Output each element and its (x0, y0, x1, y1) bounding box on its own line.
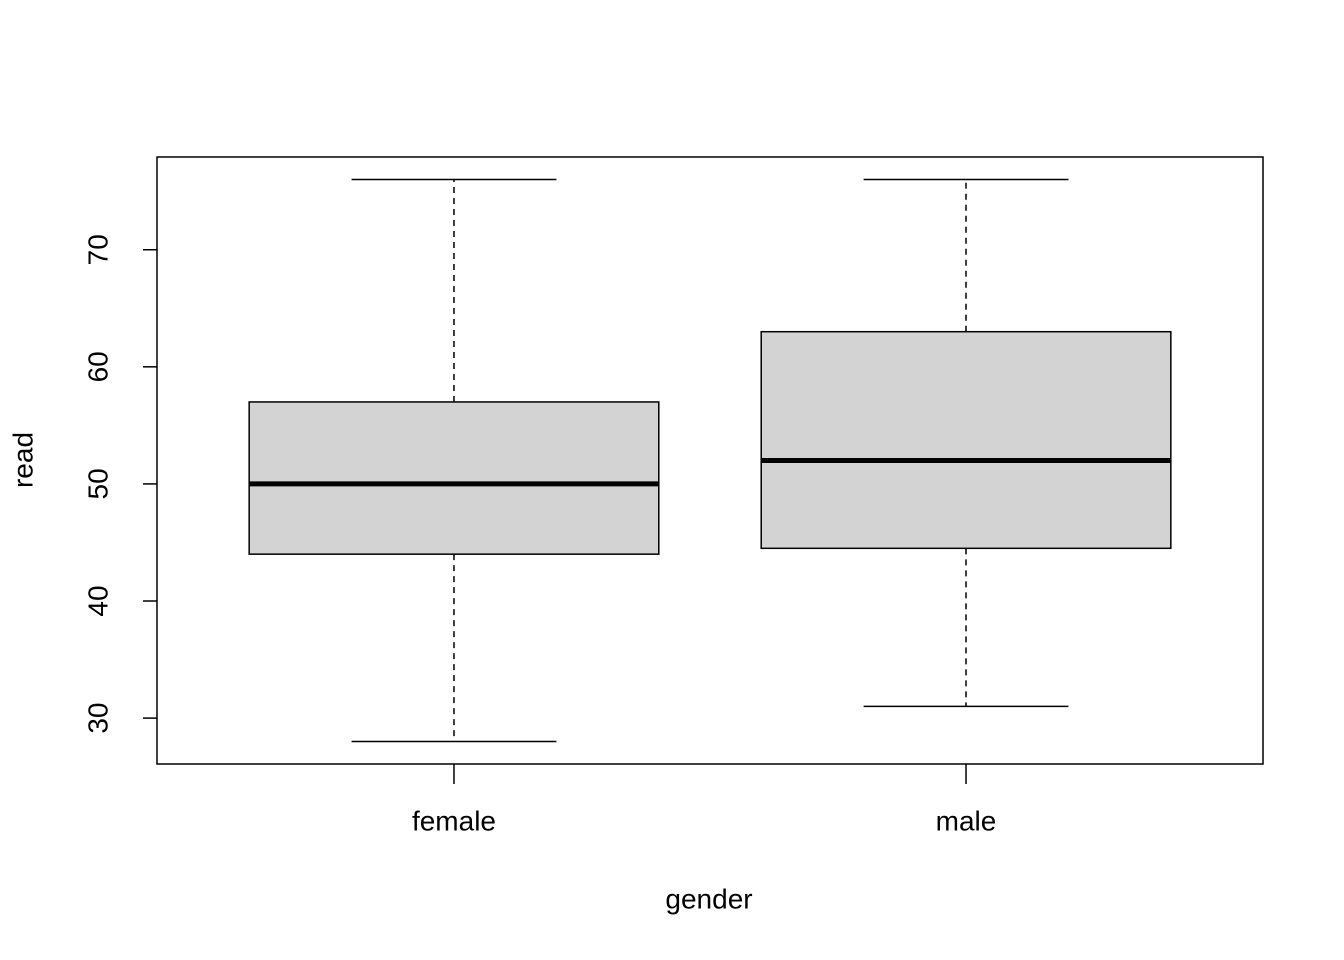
box (760, 330, 1172, 550)
x-tick-label: female (412, 805, 496, 836)
plot-frame (156, 156, 1264, 765)
y-tick-label: 40 (82, 585, 113, 616)
x-tick-label: male (936, 805, 997, 836)
box (248, 401, 660, 555)
x-axis-label: gender (665, 883, 752, 914)
y-tick-label: 50 (82, 468, 113, 499)
y-tick-label: 70 (82, 234, 113, 265)
y-axis-label: read (7, 432, 38, 488)
y-tick-label: 30 (82, 703, 113, 734)
y-tick-label: 60 (82, 351, 113, 382)
